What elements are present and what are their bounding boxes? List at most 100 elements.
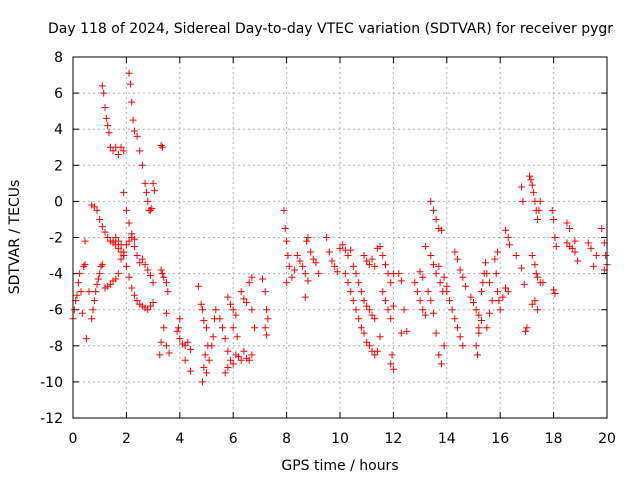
data-point (142, 188, 150, 196)
data-point (205, 356, 213, 364)
x-tick-label: 14 (438, 431, 456, 447)
data-point (486, 309, 494, 317)
data-point (117, 255, 125, 263)
data-point (435, 262, 443, 270)
data-point (411, 279, 419, 287)
data-point (248, 306, 256, 314)
data-point (98, 82, 106, 90)
y-axis-label: SDTVAR / TECUs (7, 180, 23, 295)
data-point (355, 315, 363, 323)
data-point (150, 187, 158, 195)
data-point (85, 288, 93, 296)
data-point (499, 293, 507, 301)
data-point (486, 279, 494, 287)
data-point (528, 181, 536, 189)
x-tick-labels: 0 2 4 6 8 10 12 14 16 18 20 (69, 431, 616, 447)
data-point (379, 252, 387, 260)
data-point (229, 324, 237, 332)
data-point (173, 327, 181, 335)
data-point (491, 255, 499, 263)
data-point (478, 317, 486, 325)
y-tick-label: 8 (54, 50, 63, 66)
data-point (429, 309, 437, 317)
data-point (437, 360, 445, 368)
data-point (80, 262, 88, 270)
data-point (387, 279, 395, 287)
data-point (219, 324, 227, 332)
data-point (315, 270, 323, 278)
data-point (301, 293, 309, 301)
data-point (248, 273, 256, 281)
data-point (456, 266, 464, 274)
data-point (128, 284, 136, 292)
data-point (496, 306, 504, 314)
data-point (323, 234, 331, 241)
data-point (78, 309, 86, 317)
data-point (301, 270, 309, 278)
data-point (129, 116, 137, 124)
data-point (421, 243, 429, 251)
data-point (261, 324, 269, 332)
data-point (475, 311, 483, 319)
data-point (357, 324, 365, 332)
data-point (440, 342, 448, 350)
data-point (283, 237, 291, 245)
data-point (184, 338, 192, 346)
data-point (94, 275, 102, 283)
data-point (352, 306, 360, 314)
data-point (122, 262, 130, 270)
data-point (574, 257, 582, 265)
data-point (530, 188, 538, 196)
data-point (96, 215, 104, 223)
data-point (293, 252, 301, 260)
data-point (114, 237, 122, 245)
data-point (136, 259, 144, 267)
grid (73, 57, 607, 418)
data-point (162, 279, 170, 287)
data-point (81, 237, 89, 245)
data-point (162, 342, 170, 350)
data-point (146, 206, 154, 214)
data-point (535, 206, 543, 214)
data-points (69, 69, 611, 386)
data-point (551, 234, 559, 241)
data-point (445, 297, 453, 305)
data-point (376, 333, 384, 341)
data-point (534, 215, 542, 223)
data-point (419, 306, 427, 314)
data-point (229, 360, 237, 368)
data-point (146, 271, 154, 279)
data-point (427, 197, 435, 205)
data-point (365, 261, 373, 269)
data-point (328, 257, 336, 265)
data-point (488, 297, 496, 305)
data-point (245, 279, 253, 287)
data-point (307, 248, 315, 256)
data-point (212, 306, 220, 314)
data-point (519, 197, 527, 205)
plot-frame (72, 56, 608, 419)
data-point (387, 360, 395, 368)
data-point (261, 288, 269, 296)
data-point (478, 288, 486, 296)
data-point (125, 219, 133, 227)
data-point (467, 293, 475, 301)
data-point (389, 365, 397, 373)
data-point (474, 351, 482, 359)
data-point (130, 243, 138, 251)
data-point (494, 248, 502, 256)
data-point (413, 288, 421, 296)
data-point (197, 300, 205, 308)
data-point (133, 252, 141, 260)
data-point (112, 275, 120, 283)
x-axis-label: GPS time / hours (281, 458, 398, 474)
data-point (397, 329, 405, 337)
data-point (483, 324, 491, 332)
data-point (534, 306, 542, 314)
data-point (347, 246, 355, 254)
y-tick-label: -10 (40, 375, 63, 391)
data-point (309, 255, 317, 263)
data-point (136, 147, 144, 155)
x-tick-label: 10 (331, 431, 349, 447)
data-point (349, 297, 357, 305)
